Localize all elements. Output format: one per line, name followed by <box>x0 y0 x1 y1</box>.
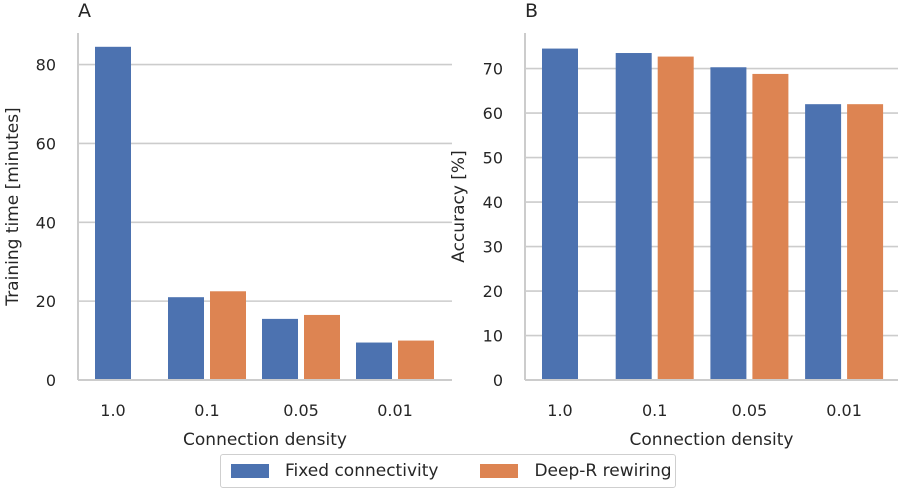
panel-b-bar-fixed-3 <box>805 104 842 380</box>
panel-a-bar-deepr-3 <box>398 340 434 380</box>
panel-a-bar-fixed-3 <box>356 342 392 380</box>
panel-b-ytick-label: 40 <box>483 193 503 212</box>
legend: Fixed connectivity Deep-R rewiring <box>220 454 676 488</box>
panel-b-xtick-label: 0.01 <box>826 401 862 420</box>
panel-b-ytick-label: 60 <box>483 104 503 123</box>
panel-b-ytick-label: 10 <box>483 327 503 346</box>
panel-b-ytick-label: 30 <box>483 238 503 257</box>
panel-b-xtick-label: 1.0 <box>547 401 572 420</box>
legend-label-fixed: Fixed connectivity <box>285 461 439 481</box>
panel-b-bar-deepr-3 <box>847 104 884 380</box>
panel-b-bar-fixed-0 <box>542 48 578 380</box>
panel-a-ytick-label: 20 <box>36 292 56 311</box>
panel-a-y-axis-label: Training time [minutes] <box>3 107 23 306</box>
panel-b-ytick-label: 50 <box>483 149 503 168</box>
panel-a-xtick-label: 0.1 <box>194 401 219 420</box>
legend-item-deepr: Deep-R rewiring <box>480 461 672 481</box>
panel-a-ytick-label: 40 <box>36 213 56 232</box>
figure-canvas: 0 20 40 60 80 1.0 0.1 0.05 0.01 Connection densit… <box>3 0 898 450</box>
panel-b-bar-deepr-2 <box>752 73 789 380</box>
panel-b-ytick-label: 20 <box>483 282 503 301</box>
legend-label-deepr: Deep-R rewiring <box>534 461 672 481</box>
legend-item-fixed: Fixed connectivity <box>231 461 438 481</box>
panel-a-ytick-label: 0 <box>46 371 56 390</box>
panel-a-ytick-label: 80 <box>36 56 56 75</box>
panel-a-xtick-label: 1.0 <box>100 401 125 420</box>
panel-b-y-axis-label: Accuracy [%] <box>449 150 469 262</box>
panel-b-letter: B <box>525 0 538 22</box>
panel-b-bar-deepr-1 <box>657 56 694 380</box>
legend-swatch-deepr <box>480 464 519 478</box>
panel-b-ytick-label: 70 <box>483 60 503 79</box>
legend-swatch-fixed <box>231 464 269 478</box>
panel-a-x-axis-label: Connection density <box>183 430 347 450</box>
panel-b-ytick-label: 0 <box>493 371 503 390</box>
panel-a-bar-fixed-0 <box>95 46 131 380</box>
panel-b-x-axis-label: Connection density <box>630 430 794 450</box>
panel-b-xtick-label: 0.05 <box>732 401 768 420</box>
panel-a-bar-fixed-2 <box>262 318 298 380</box>
panel-b-xtick-label: 0.1 <box>642 401 667 420</box>
panel-a-ytick-label: 60 <box>36 134 56 153</box>
panel-b-bar-fixed-1 <box>615 53 652 381</box>
panel-a-bar-fixed-1 <box>168 297 204 380</box>
panel-b-bar-fixed-2 <box>710 67 747 380</box>
panel-a-xtick-label: 0.01 <box>377 401 413 420</box>
panel-a-bar-deepr-1 <box>210 291 246 380</box>
panel-a-bar-deepr-2 <box>304 314 340 380</box>
panel-a-letter: A <box>78 0 91 22</box>
panel-a-xtick-label: 0.05 <box>283 401 319 420</box>
